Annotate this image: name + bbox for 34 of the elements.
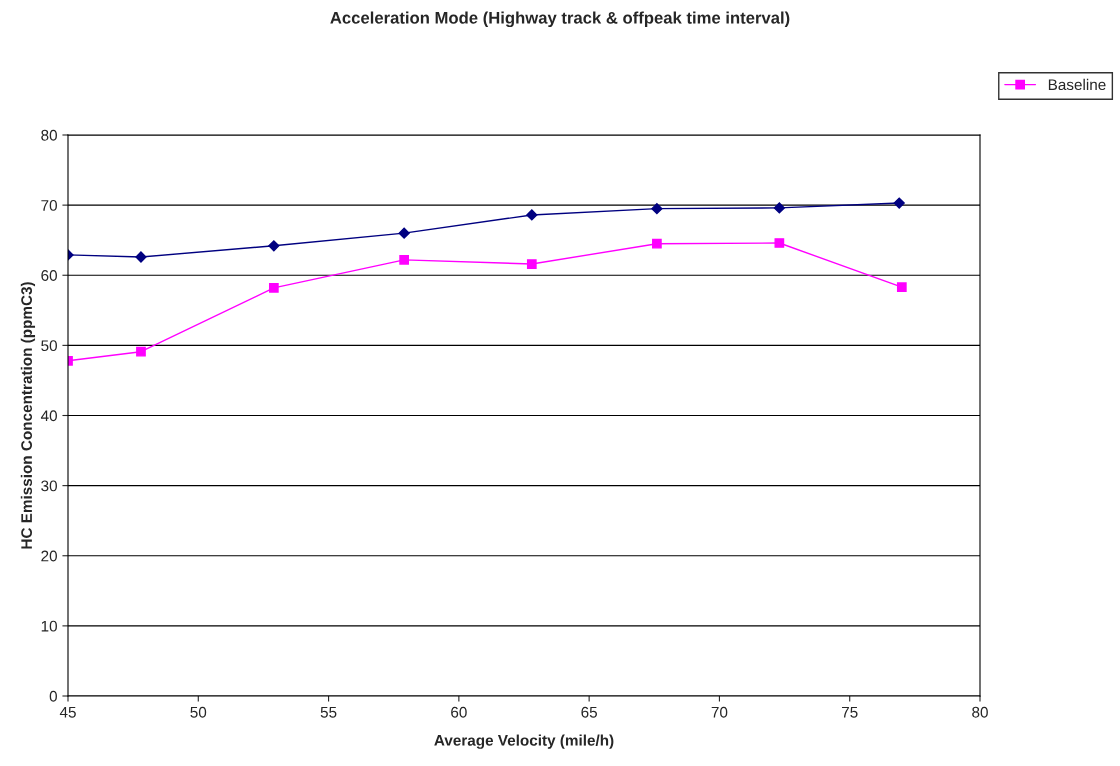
point	[652, 238, 662, 249]
x-tick-label: 55	[320, 706, 337, 718]
x-tick-label: 50	[190, 706, 207, 718]
y-tick-label: 30	[41, 480, 57, 492]
x-axis-title: Average Velocity (mile/h)	[434, 734, 614, 749]
point	[268, 240, 280, 252]
x-tick-label: 75	[842, 706, 858, 718]
x-tick-label: 70	[711, 706, 728, 718]
point	[399, 254, 409, 265]
y-axis-title: HC Emission Concentration (ppmC3)	[20, 282, 36, 549]
point	[651, 203, 663, 215]
point	[268, 283, 279, 293]
chart-title: Acceleration Mode (Highway track & offpeak time interval)	[330, 11, 790, 28]
y-tick-label: 10	[41, 620, 57, 632]
point	[773, 202, 785, 214]
y-tick-label: 40	[40, 410, 57, 422]
point	[136, 346, 146, 357]
point	[526, 209, 538, 221]
point	[398, 227, 410, 239]
y-tick-label: 20	[41, 550, 57, 562]
y-tick-label: 60	[41, 270, 57, 281]
x-tick-label: 65	[581, 706, 597, 718]
legend-label: Baseline	[1048, 78, 1106, 91]
y-tick-label: 70	[41, 199, 57, 211]
y-tick-label: 0	[49, 690, 57, 702]
y-tick-label: 50	[41, 340, 57, 352]
x-tick-label: 60	[451, 706, 467, 718]
x-tick-label: 45	[59, 706, 76, 718]
x-tick-label: 80	[972, 706, 988, 718]
y-tick-label: 80	[41, 129, 57, 141]
point	[893, 197, 905, 209]
point	[896, 282, 907, 293]
point	[526, 259, 537, 269]
point	[774, 238, 785, 248]
